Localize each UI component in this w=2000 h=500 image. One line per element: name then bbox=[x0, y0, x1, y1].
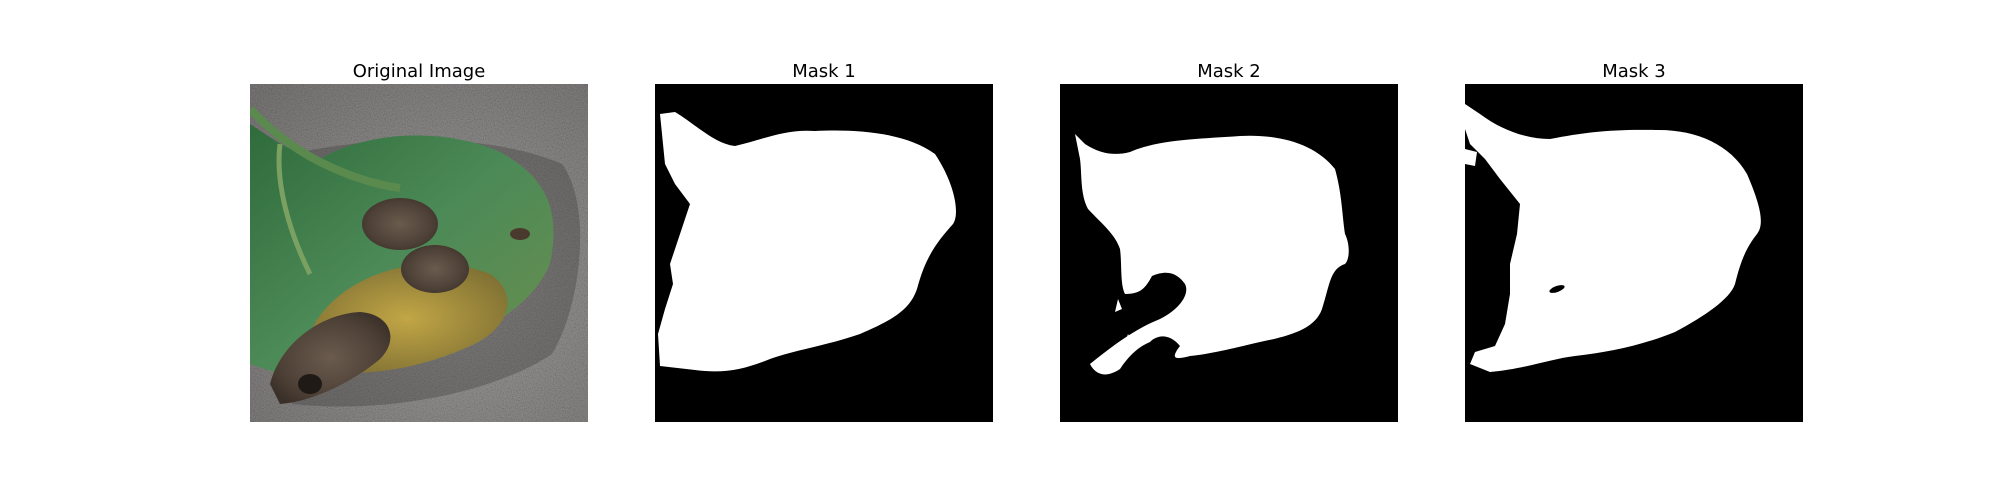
mask-region bbox=[658, 112, 956, 372]
leaf-stem bbox=[250, 106, 401, 192]
lesion-dark-spot bbox=[298, 374, 322, 394]
mask-region bbox=[1465, 149, 1477, 166]
mask-region bbox=[1115, 299, 1122, 312]
panel-title: Mask 1 bbox=[792, 61, 856, 82]
lesion-brown bbox=[362, 198, 438, 250]
panel-mask-1: Mask 1 bbox=[655, 60, 993, 422]
mask-2-image bbox=[1060, 84, 1398, 422]
panel-title: Mask 2 bbox=[1197, 61, 1261, 82]
mask-3-image bbox=[1465, 84, 1803, 422]
lesion-dark-spot bbox=[510, 228, 530, 240]
panel-original-image: Original Image bbox=[250, 60, 588, 422]
panel-mask-3: Mask 3 bbox=[1465, 60, 1803, 422]
panel-title: Mask 3 bbox=[1602, 61, 1666, 82]
mask-region bbox=[1075, 134, 1349, 375]
panel-mask-2: Mask 2 bbox=[1060, 60, 1398, 422]
original-image bbox=[250, 84, 588, 422]
leaf-vein bbox=[276, 143, 313, 276]
mask-region bbox=[1465, 104, 1761, 372]
mask-hole bbox=[1549, 285, 1565, 293]
mask-region bbox=[1124, 334, 1132, 346]
mask-1-image bbox=[655, 84, 993, 422]
panel-title: Original Image bbox=[352, 61, 486, 82]
lesion-brown bbox=[401, 245, 469, 293]
